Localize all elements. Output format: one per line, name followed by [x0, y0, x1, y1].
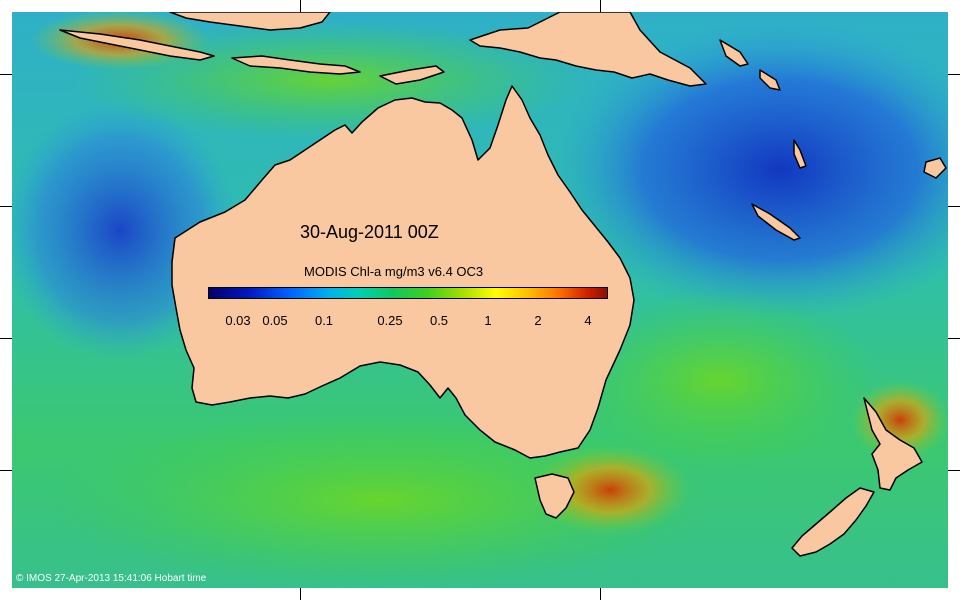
tick-right [948, 206, 960, 207]
bloom-region-nz-east [850, 380, 948, 460]
nz-south-island [791, 487, 875, 557]
new-guinea-land [469, 12, 707, 87]
colorbar-tick-label: 1 [484, 313, 492, 328]
tick-bottom [300, 588, 301, 600]
java-land [59, 29, 215, 61]
solomon-islands [719, 39, 749, 67]
map-date-title: 30-Aug-2011 00Z [300, 222, 439, 242]
tick-right [948, 74, 960, 75]
new-caledonia-land [751, 203, 801, 241]
colorbar-tick-label: 0.5 [429, 313, 449, 328]
fiji-islands [923, 157, 947, 179]
colorbar-tick-label: 2 [534, 313, 542, 328]
tick-top [300, 0, 301, 12]
colorbar-tick-label: 0.25 [377, 313, 403, 328]
solomon-islands-2 [759, 69, 781, 91]
colorbar [208, 287, 608, 299]
colorbar-tick-label: 0.03 [225, 313, 251, 328]
timor-land [379, 65, 445, 85]
ocean-blue-region-east [550, 20, 948, 320]
nz-north-island [863, 397, 923, 491]
tasmania-land [534, 473, 575, 519]
ocean-green-region-tasman [560, 290, 880, 470]
vanuatu-islands [793, 139, 807, 169]
bloom-region-bass-strait [530, 445, 690, 535]
borneo-land [169, 12, 331, 31]
lesser-sunda-islands [231, 55, 361, 75]
tick-left [0, 206, 12, 207]
tick-right [948, 470, 960, 471]
copyright-credit: © IMOS 27-Apr-2013 15:41:06 Hobart time [16, 573, 207, 584]
tick-top [600, 0, 601, 12]
tick-left [0, 74, 12, 75]
chlorophyll-map [12, 12, 948, 588]
colorbar-tick-label: 4 [584, 313, 592, 328]
tick-right [948, 338, 960, 339]
colorbar-tick-label: 0.1 [314, 313, 334, 328]
colorbar-tick-label: 0.05 [262, 313, 288, 328]
colorbar-title: MODIS Chl-a mg/m3 v6.4 OC3 [304, 264, 484, 279]
australia-land [171, 85, 635, 459]
tick-bottom [600, 588, 601, 600]
tick-left [0, 470, 12, 471]
tick-left [0, 338, 12, 339]
